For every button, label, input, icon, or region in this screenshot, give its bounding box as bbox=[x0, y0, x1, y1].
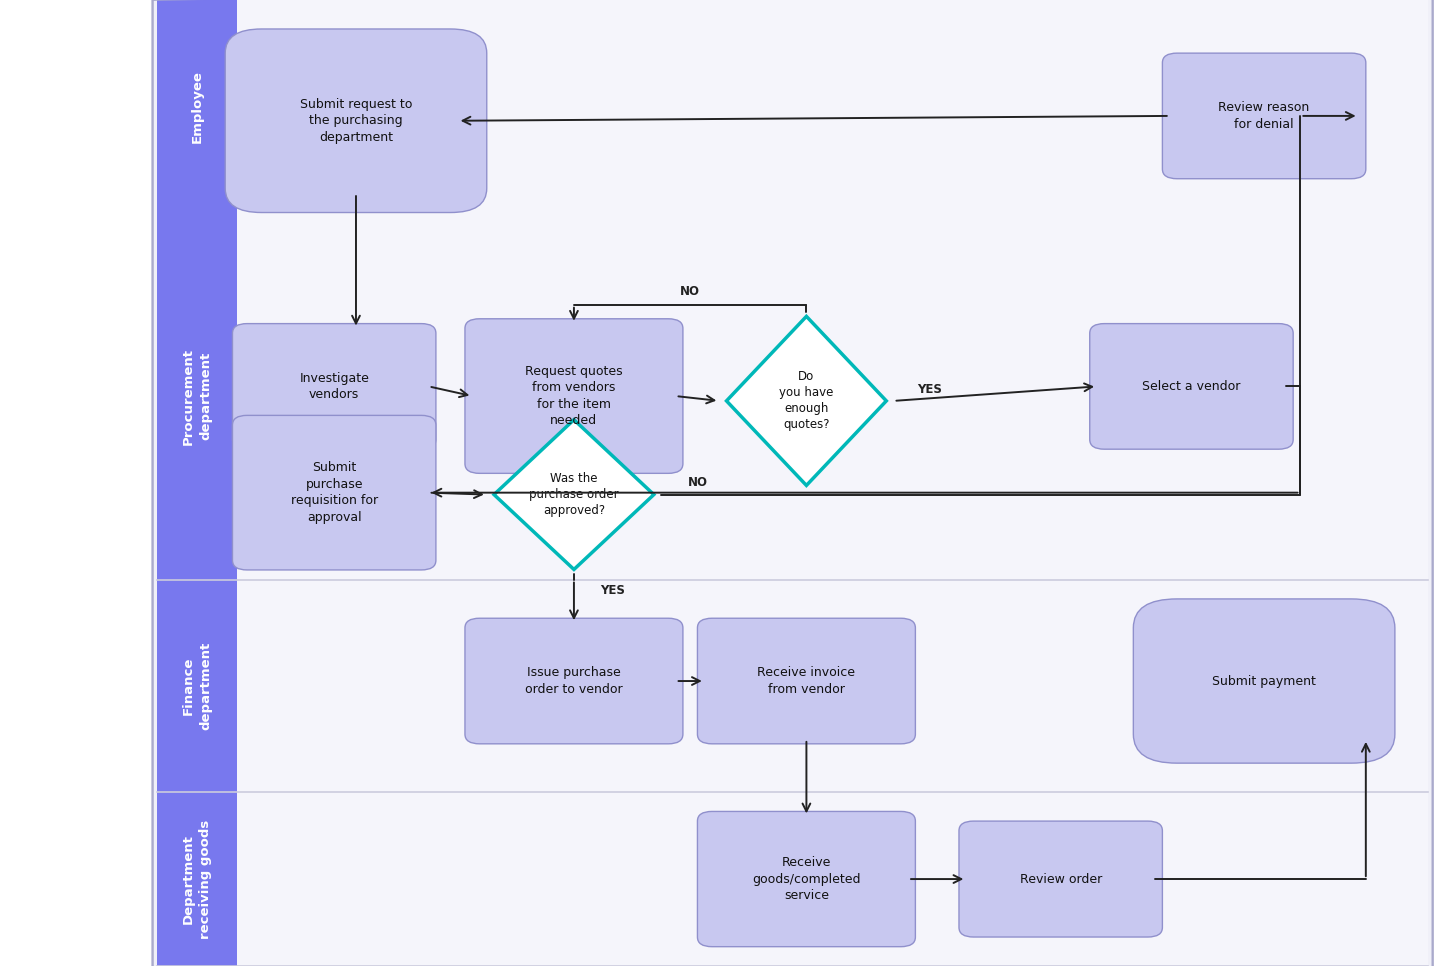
FancyBboxPatch shape bbox=[697, 811, 915, 947]
FancyBboxPatch shape bbox=[465, 319, 683, 473]
Text: Receive
goods/completed
service: Receive goods/completed service bbox=[753, 856, 860, 902]
FancyBboxPatch shape bbox=[465, 618, 683, 744]
Text: Request quotes
from vendors
for the item
needed: Request quotes from vendors for the item… bbox=[525, 365, 623, 427]
FancyBboxPatch shape bbox=[232, 324, 436, 449]
FancyBboxPatch shape bbox=[225, 29, 487, 213]
Text: YES: YES bbox=[917, 383, 943, 396]
FancyBboxPatch shape bbox=[1133, 599, 1395, 763]
FancyBboxPatch shape bbox=[157, 213, 237, 580]
Text: Submit
purchase
requisition for
approval: Submit purchase requisition for approval bbox=[291, 462, 378, 524]
Text: Employee: Employee bbox=[190, 70, 203, 143]
Text: NO: NO bbox=[687, 476, 708, 490]
FancyBboxPatch shape bbox=[232, 415, 436, 570]
FancyBboxPatch shape bbox=[959, 821, 1162, 937]
FancyBboxPatch shape bbox=[157, 0, 237, 213]
FancyBboxPatch shape bbox=[153, 0, 1433, 966]
FancyBboxPatch shape bbox=[697, 618, 915, 744]
Polygon shape bbox=[726, 317, 886, 486]
Text: Investigate
vendors: Investigate vendors bbox=[299, 372, 369, 401]
Text: Submit payment: Submit payment bbox=[1212, 674, 1316, 688]
FancyBboxPatch shape bbox=[237, 580, 1428, 792]
FancyBboxPatch shape bbox=[1090, 324, 1293, 449]
Text: Department
receiving goods: Department receiving goods bbox=[182, 819, 212, 939]
Text: Was the
purchase order
approved?: Was the purchase order approved? bbox=[529, 472, 619, 517]
FancyBboxPatch shape bbox=[237, 0, 1428, 213]
Text: NO: NO bbox=[680, 285, 700, 298]
FancyBboxPatch shape bbox=[157, 580, 237, 792]
FancyBboxPatch shape bbox=[237, 792, 1428, 966]
Text: Review order: Review order bbox=[1020, 872, 1101, 886]
Text: Do
you have
enough
quotes?: Do you have enough quotes? bbox=[779, 370, 834, 432]
FancyBboxPatch shape bbox=[157, 792, 237, 966]
Text: Receive invoice
from vendor: Receive invoice from vendor bbox=[757, 667, 856, 696]
Polygon shape bbox=[494, 419, 654, 570]
Text: Select a vendor: Select a vendor bbox=[1142, 380, 1241, 393]
Text: Procurement
department: Procurement department bbox=[182, 348, 212, 444]
Text: Issue purchase
order to vendor: Issue purchase order to vendor bbox=[525, 667, 623, 696]
Text: Submit request to
the purchasing
department: Submit request to the purchasing departm… bbox=[299, 98, 413, 144]
FancyBboxPatch shape bbox=[237, 213, 1428, 580]
Text: YES: YES bbox=[600, 584, 625, 597]
FancyBboxPatch shape bbox=[1162, 53, 1366, 179]
Text: Finance
department: Finance department bbox=[182, 641, 212, 730]
Text: Review reason
for denial: Review reason for denial bbox=[1219, 101, 1309, 130]
